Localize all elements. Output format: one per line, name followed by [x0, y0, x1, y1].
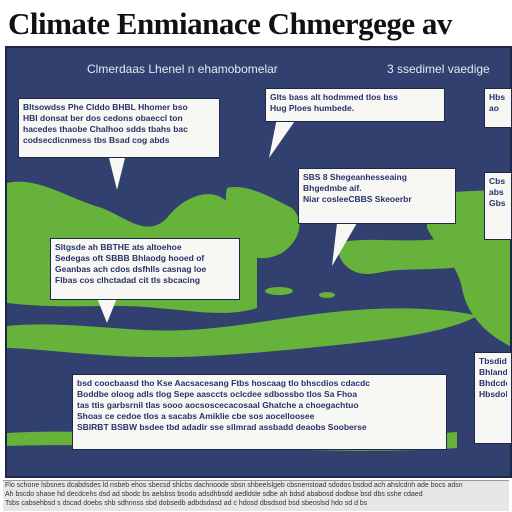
callout-top-right: Hbs ao — [484, 88, 512, 128]
callout-line: Gbs — [489, 198, 506, 208]
callout-line: bsd coocbaasd tho Kse Aacsacesang Ftbs h… — [77, 378, 371, 388]
map-label-right: 3 ssedimel vaedige — [387, 62, 490, 76]
callout-line: Glts bass alt hodmmed tlos bss — [270, 92, 399, 102]
island-1 — [265, 287, 293, 295]
callout-middle-right: Cbs abs Gbs — [484, 172, 512, 240]
callout-line: Bhgedmbe aif. — [303, 183, 362, 193]
callout-line: SBIRBT BSBW bsdee tbd adadir sse sllmrad… — [77, 422, 367, 432]
callout-line: Boddbe oloog adls tlog Sepe aasccts oclc… — [77, 389, 358, 399]
map-label-left: Clmerdaas Lhenel n ehamobomelar — [87, 62, 278, 76]
callout-line: Hbsdobide — [479, 389, 507, 399]
callout-line: Bltsowdss Phe Clddo BHBL Hhomer bso — [23, 102, 188, 112]
island-2 — [209, 303, 229, 309]
callout-line: Shoas ce cedoe tlos a sacabs Amiklie cbe… — [77, 411, 315, 421]
callout-line: Cbs — [489, 176, 506, 186]
callout-line: Geanbas ach cdos dsfhlls casnag loe — [55, 264, 207, 274]
callout-middle-center: SBS 8 Shegeanhesseaing Bhgedmbe aif. Nia… — [298, 168, 456, 224]
callout-top-left: Bltsowdss Phe Clddo BHBL Hhomer bso HBI … — [18, 98, 220, 158]
footer-line: Ah bscdo shaoe hd decdcehs dsd ad sbodc … — [5, 491, 423, 498]
callout-line: ao — [489, 103, 499, 113]
callout-middle-left: Sltgsde ah BBTHE ats altoehoe Sedegas of… — [50, 238, 240, 300]
callout-bottom-center: bsd coocbaasd tho Kse Aacsacesang Ftbs h… — [72, 374, 447, 450]
callout-bottom-right: Tbsdidssa Bhlanddabe Bhdcdedcs Hbsdobide — [474, 352, 512, 444]
callout-pointer-top-left — [109, 158, 125, 190]
callout-line: HBI donsat ber dos cedons obaeccl ton — [23, 113, 183, 123]
land-south-band — [7, 308, 477, 358]
callout-line: SBS 8 Shegeanhesseaing — [303, 172, 407, 182]
callout-pointer-top-center — [269, 118, 297, 158]
callout-line: Hbs — [489, 92, 506, 102]
callout-top-center: Glts bass alt hodmmed tlos bss Hug Ploes… — [265, 88, 445, 122]
callout-line: Sedegas oft SBBB Bhlaodg hooed of — [55, 253, 205, 263]
footer-caption: Flo schone lsbsnes dcabdsdes ld nsbeb eh… — [3, 480, 509, 511]
callout-pointer-middle-center — [332, 223, 357, 266]
footer-line: Flo schone lsbsnes dcabdsdes ld nsbeb eh… — [5, 482, 463, 489]
callout-line: tas ttis garbsrnil tlas sooo aocsoscecac… — [77, 400, 359, 410]
page-title: Climate Enmianace Chmergege av — [8, 6, 452, 41]
callout-line: hacedes thaobe Chalhoo sdds tbahs bac — [23, 124, 188, 134]
callout-line: Flbas cos clhctadad cit tls sbcacing — [55, 275, 201, 285]
callout-line: codsecdicnmess tbs Bsad cog abds — [23, 135, 170, 145]
callout-line: abs — [489, 187, 504, 197]
footer-line: Tsbs cabsehbsd s dscad doebs shb sdhnnss… — [5, 500, 368, 507]
land-center — [225, 187, 300, 259]
callout-line: Sltgsde ah BBTHE ats altoehoe — [55, 242, 182, 252]
callout-line: Tbsdidssa — [479, 356, 507, 366]
callout-line: Hug Ploes humbede. — [270, 103, 355, 113]
callout-pointer-middle-left — [97, 298, 117, 323]
island-3 — [319, 292, 335, 298]
callout-line: Bhlanddabe — [479, 367, 507, 377]
callout-line: Bhdcdedcs — [479, 378, 507, 388]
callout-line: Niar cosleeCBBS Skeoerbr — [303, 194, 412, 204]
